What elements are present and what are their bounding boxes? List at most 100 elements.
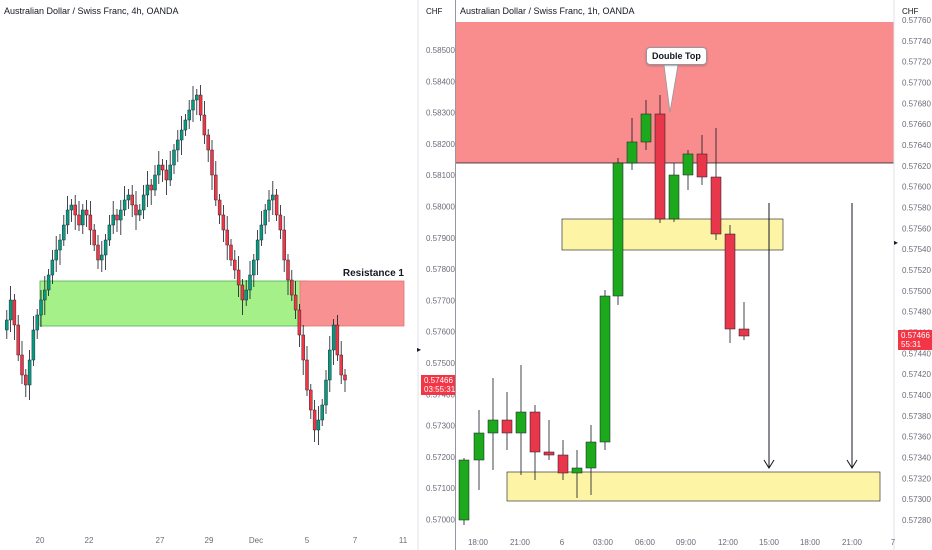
candle-down [12,299,17,326]
price-axis-label: 0.58300 [426,109,455,118]
candle-up [252,259,256,276]
price-axis-label: 0.57640 [902,141,931,150]
candle-down [96,244,100,261]
candle-up [172,149,176,166]
price-axis-label: 0.57540 [902,245,931,254]
candle-down [696,153,708,178]
chart-title: Australian Dollar / Swiss Franc, 4h, OAN… [4,6,179,16]
candle-down [84,209,89,216]
candle-up [271,194,275,201]
price-axis-label: 0.57380 [902,412,931,421]
last-price: 0.57466 [901,331,930,340]
time-axis-label: Dec [249,536,263,545]
candle-down [236,269,241,286]
chart-pane-1h[interactable]: Australian Dollar / Swiss Franc, 1h, OAN… [456,0,932,550]
price-axis-label: 0.57800 [426,265,455,274]
price-axis-label: 0.57200 [426,453,455,462]
candle-up [487,419,499,434]
candle-down [229,244,233,261]
candle-up [58,239,62,251]
candle-down [214,174,218,201]
candle-up [157,164,161,176]
time-axis-label: 21:00 [842,538,863,547]
time-axis-label: 5 [305,536,310,545]
price-axis-label: 0.57560 [902,224,931,233]
candle-down [286,259,290,281]
candle-up [473,432,485,461]
candle-up [187,109,191,121]
time-axis-label: 11 [399,536,408,545]
candle-up [316,419,321,431]
candle-down [20,354,24,376]
candle-down [225,229,229,246]
price-axis-label: 0.57500 [902,287,931,296]
price-axis-label: 0.57620 [902,162,931,171]
candle-up [571,467,583,474]
resistance-label: Resistance 1 [343,268,405,279]
candle-down [339,354,343,376]
candle-down [77,214,81,226]
price-axis-label: 0.57680 [902,99,931,108]
candle-up [626,141,638,164]
candle-up [191,99,195,111]
candle-down [88,214,93,231]
candle-down [149,184,153,191]
candle-up [458,459,470,521]
time-axis-label: 09:00 [676,538,697,547]
candle-down [309,389,313,411]
pane-divider[interactable] [455,0,456,550]
candle-down [206,134,210,151]
chart-pane-4h[interactable]: Australian Dollar / Swiss Franc, 4h, OAN… [0,0,455,550]
candle-up [119,209,123,221]
supply-zone [456,22,894,163]
scale-arrow-icon[interactable]: ▸ [894,238,899,247]
candle-up [50,259,55,276]
chart-title: Australian Dollar / Swiss Franc, 1h, OAN… [460,6,635,16]
candle-up [81,209,85,226]
candle-up [31,329,36,361]
price-axis-label: 0.57420 [902,370,931,379]
candle-up [103,239,108,256]
arrow-down-icon [763,459,775,469]
candle-down [290,279,294,296]
candle-up [640,113,652,143]
candle-up [612,162,624,297]
candle-down [92,229,96,246]
bar-countdown: 55:31 [901,340,922,349]
candle-up [153,174,157,191]
candle-up [668,174,680,220]
candle-down [301,334,305,361]
price-axis-label: 0.58000 [426,203,455,212]
target-zone [506,471,881,502]
candle-up [69,204,74,211]
candle-down [24,374,28,386]
candle-down [282,229,286,261]
candle-up [5,319,9,331]
price-axis-label: 0.57720 [902,58,931,67]
price-axis-label: 0.57580 [902,203,931,212]
candle-up [179,129,184,141]
candle-up [107,224,112,241]
candle-down [210,149,214,176]
candle-up [183,119,188,131]
chart-canvas-1h[interactable]: 0.57760 0.57740 0.57720 0.57700 0.57680 0.576… [456,0,932,550]
time-axis-label: 29 [205,536,214,545]
candle-down [130,194,134,206]
scale-arrow-icon[interactable]: ▸ [417,345,422,354]
price-axis-label: 0.57760 [902,16,931,25]
callout-pointer [663,64,679,113]
double-top-callout[interactable]: Double Top [646,47,707,65]
time-axis-label: 03:00 [593,538,614,547]
candle-up [46,274,51,291]
chart-canvas-4h[interactable]: Resistance 1 0.58500 0.58400 0.58300 0.5820… [0,0,455,550]
price-axis-label: 0.58200 [426,140,455,149]
candle-down [557,454,569,474]
candle-up [100,254,104,261]
candle-down [305,359,309,391]
candle-down [160,164,165,171]
candle-up [263,209,267,226]
price-axis-label: 0.57320 [902,474,931,483]
candle-down [233,259,237,271]
candle-up [35,314,39,331]
time-axis-label: 20 [36,536,45,545]
